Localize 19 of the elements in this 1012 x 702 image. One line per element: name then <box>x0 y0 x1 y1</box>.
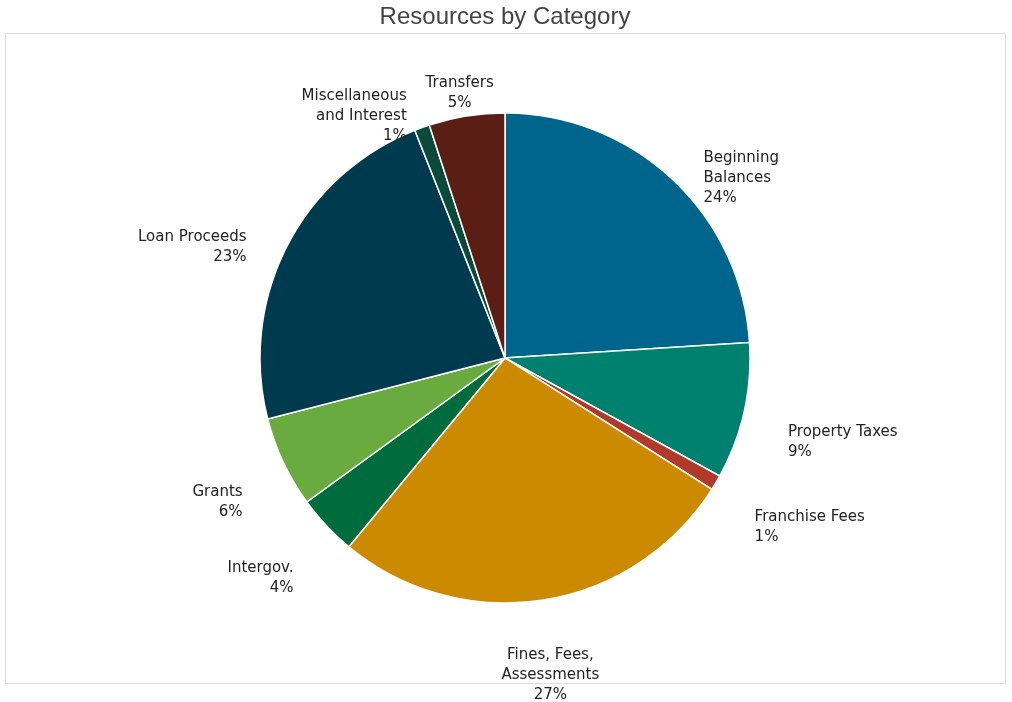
slice-label: Beginning Balances <box>703 147 779 186</box>
data-label: 24% <box>703 187 737 206</box>
slice-label: Intergov. <box>227 557 294 576</box>
data-label: 4% <box>269 577 294 596</box>
slice-label: Property Taxes <box>788 422 898 441</box>
slice-label: Miscellaneous and Interest <box>301 86 407 125</box>
data-label: 27% <box>533 685 568 702</box>
chart-title: Resources by Category <box>379 2 631 29</box>
data-label: 9% <box>788 442 812 461</box>
slice-label: Grants <box>192 482 243 501</box>
slice-label: Fines, Fees, Assessments <box>501 645 600 684</box>
data-label: 5% <box>447 92 472 111</box>
data-label: 1% <box>382 126 407 145</box>
slice-label: Transfers <box>424 72 494 91</box>
slice-label: Franchise Fees <box>754 506 866 525</box>
data-label: 23% <box>213 247 247 266</box>
data-label: 1% <box>754 526 779 545</box>
slice-label: Loan Proceeds <box>138 227 247 246</box>
data-label: 6% <box>218 502 243 521</box>
